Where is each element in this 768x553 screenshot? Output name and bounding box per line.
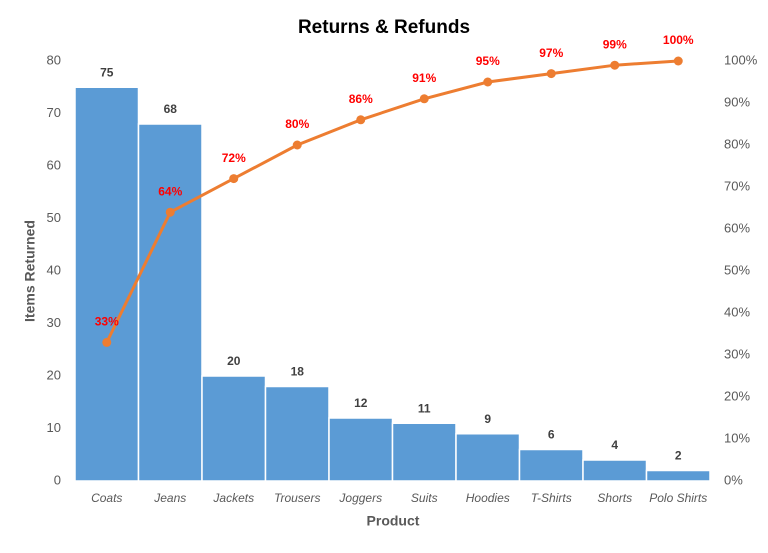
line-point	[356, 115, 366, 125]
y2-tick-label: 40%	[724, 304, 750, 319]
y2-tick-label: 70%	[724, 178, 750, 193]
y-axis-label: Items Returned	[22, 220, 38, 322]
y2-tick-label: 90%	[724, 94, 750, 109]
x-tick-label: Shorts	[597, 491, 632, 505]
bar-label: 75	[100, 65, 114, 79]
bar	[201, 375, 267, 482]
y-tick-label: 70	[47, 105, 61, 120]
line-point	[292, 140, 302, 150]
y-tick-label: 0	[54, 472, 61, 487]
bar-label: 2	[675, 449, 682, 463]
y2-tick-label: 10%	[724, 430, 750, 445]
bar	[391, 422, 457, 482]
bar	[137, 123, 203, 482]
y2-tick-label: 20%	[724, 388, 750, 403]
bar	[582, 459, 648, 482]
bar-label: 18	[291, 365, 305, 379]
x-tick-label: Coats	[91, 491, 122, 505]
bar	[518, 448, 584, 482]
line-label: 99%	[603, 37, 627, 51]
x-tick-label: Suits	[411, 491, 438, 505]
line-label: 33%	[95, 315, 119, 329]
x-axis-label: Product	[367, 513, 420, 529]
y-tick-label: 10	[47, 420, 61, 435]
line-point	[419, 94, 429, 104]
y-tick-label: 30	[47, 315, 61, 330]
y2-tick-label: 100%	[724, 52, 758, 67]
y2-tick-label: 80%	[724, 136, 750, 151]
y-tick-label: 80	[47, 52, 61, 67]
line-label: 64%	[158, 184, 182, 198]
x-tick-label: Polo Shirts	[649, 491, 707, 505]
bar	[455, 433, 521, 482]
y2-tick-label: 0%	[724, 472, 743, 487]
x-tick-label: Trousers	[274, 491, 320, 505]
chart-title: Returns & Refunds	[298, 17, 470, 38]
y-tick-label: 50	[47, 210, 61, 225]
bar-label: 6	[548, 428, 555, 442]
bar	[328, 417, 394, 482]
line-label: 100%	[663, 33, 694, 47]
bar-label: 68	[164, 102, 178, 116]
line-point	[229, 174, 239, 184]
line-point	[165, 207, 175, 217]
bar	[645, 469, 711, 482]
x-tick-label: T-Shirts	[531, 491, 572, 505]
line-point	[102, 337, 112, 347]
line-label: 95%	[476, 54, 500, 68]
line-label: 80%	[285, 117, 309, 131]
x-tick-label: Jeans	[153, 491, 186, 505]
line-point	[546, 69, 556, 79]
bar	[74, 86, 140, 482]
x-tick-label: Jackets	[212, 491, 254, 505]
y-tick-label: 60	[47, 157, 61, 172]
y2-tick-label: 30%	[724, 346, 750, 361]
line-label: 72%	[222, 151, 246, 165]
bar-label: 12	[354, 396, 368, 410]
line-point	[673, 56, 683, 66]
y2-tick-label: 60%	[724, 220, 750, 235]
line-label: 86%	[349, 92, 373, 106]
bar-label: 11	[418, 401, 431, 415]
bar-label: 9	[484, 412, 491, 426]
y-tick-label: 40	[47, 262, 61, 277]
bar	[264, 385, 330, 482]
x-tick-label: Joggers	[338, 491, 382, 505]
line-label: 97%	[539, 46, 563, 60]
y2-tick-label: 50%	[724, 262, 750, 277]
y-tick-label: 20	[47, 367, 61, 382]
line-point	[610, 60, 620, 70]
line-label: 91%	[412, 71, 436, 85]
bar-label: 20	[227, 354, 241, 368]
line	[105, 59, 679, 344]
x-tick-label: Hoodies	[466, 491, 510, 505]
bar-label: 4	[611, 438, 618, 452]
line-point	[483, 77, 493, 87]
